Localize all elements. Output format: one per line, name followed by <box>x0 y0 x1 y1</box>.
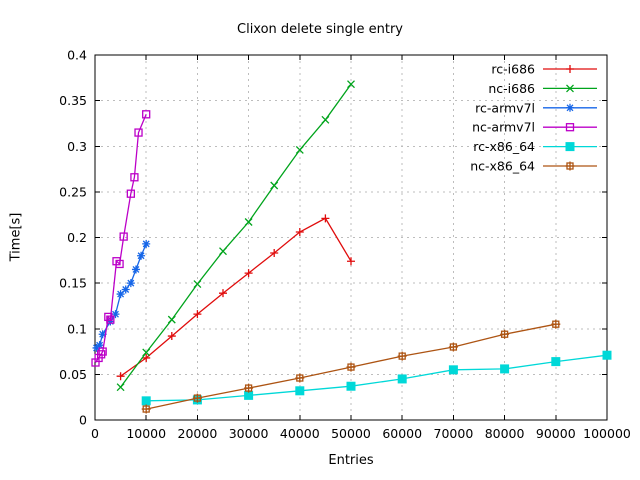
series-line-nc-armv7l <box>94 114 147 363</box>
legend-label-nc-x86_64: nc-x86_64 <box>470 159 535 174</box>
x-tick-label: 70000 <box>434 426 474 441</box>
legend-label-nc-armv7l: nc-armv7l <box>472 120 535 135</box>
series-line-rc-x86_64 <box>146 354 608 402</box>
series-rc-x86_64 <box>141 350 612 406</box>
legend: rc-i686 nc-i686 rc-armv7l nc-armv7l rc-x86_6… <box>470 62 597 174</box>
series-rc-armv7l <box>92 239 151 352</box>
y-tick-label: 0.15 <box>59 276 87 291</box>
x-axis-ticks: 0 10000 20000 30000 40000 50000 60000 70000 8000… <box>91 55 631 441</box>
legend-label-nc-i686: nc-i686 <box>488 81 535 96</box>
x-tick-label: 40000 <box>280 426 320 441</box>
x-tick-label: 20000 <box>178 426 218 441</box>
y-tick-label: 0.1 <box>67 321 87 336</box>
x-tick-label: 90000 <box>536 426 576 441</box>
series-nc-i686 <box>116 80 355 392</box>
chart-title: Clixon delete single entry <box>237 22 403 37</box>
y-tick-label: 0.05 <box>59 367 87 382</box>
y-axis-title: Time[s] <box>8 212 24 262</box>
y-tick-label: 0.2 <box>67 230 87 245</box>
series-rc-i686 <box>116 214 355 381</box>
y-axis-ticks: 0 0.05 0.1 0.15 0.2 0.25 0.3 0.35 0.4 <box>59 48 607 428</box>
x-tick-label: 0 <box>91 426 99 441</box>
x-tick-label: 60000 <box>382 426 422 441</box>
y-tick-label: 0.25 <box>59 184 87 199</box>
x-axis-title: Entries <box>328 453 374 468</box>
legend-label-rc-armv7l: rc-armv7l <box>475 100 535 115</box>
x-tick-label: 100000 <box>583 426 631 441</box>
series-nc-x86_64 <box>141 319 561 414</box>
series-nc-armv7l <box>91 110 151 367</box>
legend-label-rc-i686: rc-i686 <box>491 62 535 77</box>
x-tick-label: 30000 <box>229 426 269 441</box>
y-tick-label: 0.4 <box>67 48 87 63</box>
y-tick-label: 0.3 <box>67 139 87 154</box>
legend-label-rc-x86_64: rc-x86_64 <box>473 139 535 154</box>
y-tick-label: 0.35 <box>59 93 87 108</box>
series-line-nc-i686 <box>120 83 352 388</box>
x-tick-label: 80000 <box>485 426 525 441</box>
x-tick-label: 50000 <box>331 426 371 441</box>
series-line-rc-i686 <box>120 217 352 377</box>
x-tick-label: 10000 <box>126 426 166 441</box>
plot-border <box>94 54 608 421</box>
y-tick-label: 0 <box>79 413 87 428</box>
